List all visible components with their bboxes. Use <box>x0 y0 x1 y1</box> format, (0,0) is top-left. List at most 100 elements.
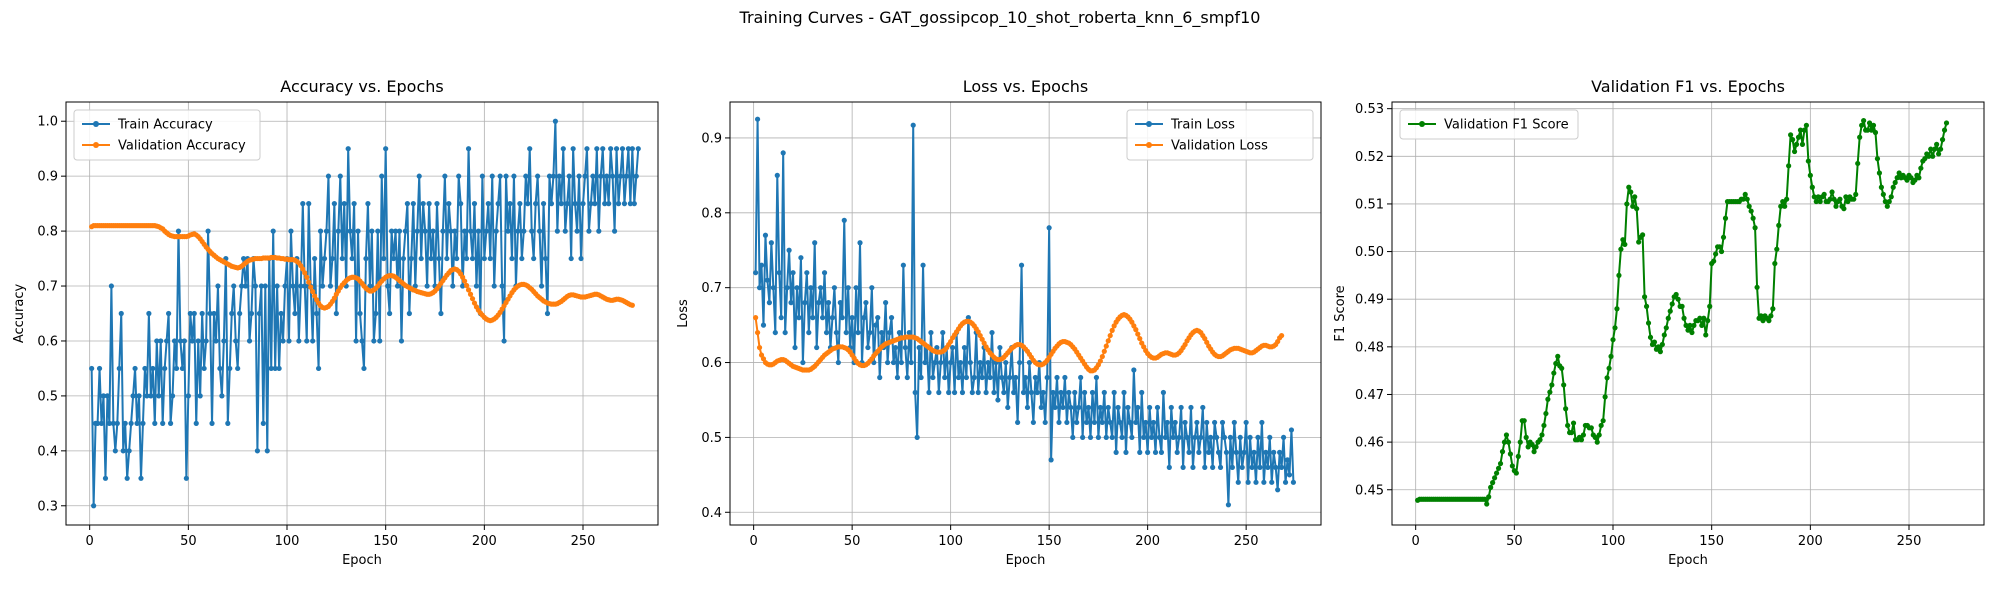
data-point <box>580 201 586 207</box>
data-point <box>1186 449 1192 455</box>
data-point <box>112 448 118 454</box>
data-point <box>1058 389 1064 396</box>
data-point <box>1932 146 1938 152</box>
data-point <box>306 279 312 285</box>
data-point <box>1482 496 1488 502</box>
data-point <box>1882 198 1888 205</box>
data-point <box>1864 127 1871 133</box>
data-point <box>1127 419 1133 426</box>
y-tick-label: 0.8 <box>37 225 58 240</box>
data-point <box>1663 325 1669 331</box>
data-point <box>942 374 948 381</box>
data-point <box>177 338 184 344</box>
chart-title: Loss vs. Epochs <box>963 77 1088 96</box>
data-point <box>877 374 883 381</box>
data-point <box>1602 394 1608 400</box>
data-point <box>1044 374 1050 381</box>
data-point <box>1616 272 1622 278</box>
data-point <box>166 310 172 317</box>
data-point <box>1085 404 1092 411</box>
data-point <box>410 201 416 207</box>
data-point <box>1280 434 1287 441</box>
data-point <box>278 310 284 317</box>
data-point <box>908 359 914 366</box>
data-point <box>1109 327 1115 333</box>
data-point <box>158 338 164 344</box>
data-point <box>300 201 306 207</box>
legend: Validation F1 Score <box>1399 109 1579 140</box>
data-point <box>288 228 294 234</box>
data-point <box>1139 389 1145 396</box>
data-point <box>906 329 912 336</box>
data-point <box>971 374 977 381</box>
data-point <box>519 255 525 262</box>
axes-frame <box>1391 101 1985 526</box>
data-point <box>1170 434 1176 441</box>
data-point <box>1608 353 1614 359</box>
data-point <box>613 146 620 152</box>
data-point <box>1713 251 1719 257</box>
data-point <box>371 338 377 344</box>
data-point <box>233 338 239 344</box>
data-point <box>623 173 630 179</box>
data-point <box>1632 194 1638 200</box>
data-point <box>604 173 610 179</box>
data-point <box>1872 129 1879 136</box>
data-point <box>353 338 359 344</box>
data-point <box>855 329 861 336</box>
data-point <box>1277 449 1283 455</box>
data-point <box>254 448 261 454</box>
data-point <box>1716 244 1723 250</box>
data-point <box>1539 432 1545 438</box>
data-point <box>521 228 527 234</box>
data-point <box>1934 141 1940 147</box>
data-point <box>1837 196 1843 202</box>
data-point <box>808 285 814 291</box>
y-tick-label: 0.6 <box>701 356 722 371</box>
data-point <box>1267 434 1273 441</box>
data-point <box>544 310 551 317</box>
data-point <box>1604 375 1610 381</box>
data-point <box>928 329 934 336</box>
data-point <box>171 338 178 344</box>
data-point <box>1245 479 1251 485</box>
data-point <box>1722 215 1729 221</box>
data-point <box>465 146 472 152</box>
data-point <box>1024 404 1031 411</box>
data-point <box>463 282 470 289</box>
data-point <box>1217 464 1224 470</box>
data-point <box>1943 120 1950 126</box>
data-point <box>843 329 849 336</box>
data-point <box>331 201 337 207</box>
data-point <box>193 420 199 426</box>
data-point <box>537 228 543 234</box>
data-point <box>162 365 168 372</box>
data-point <box>768 240 774 246</box>
data-point <box>869 285 875 291</box>
data-point <box>525 201 531 207</box>
data-point <box>770 285 776 291</box>
data-point <box>621 201 628 207</box>
data-point <box>1117 419 1123 426</box>
data-point <box>1148 434 1155 441</box>
data-point <box>562 228 568 234</box>
data-point <box>1691 322 1697 329</box>
data-point <box>552 118 558 124</box>
data-point <box>1894 175 1900 181</box>
data-point <box>904 374 910 381</box>
data-point <box>448 228 454 234</box>
data-point <box>627 201 633 207</box>
data-point <box>469 296 476 302</box>
data-point <box>776 270 782 276</box>
data-point <box>329 255 335 262</box>
data-point <box>1630 203 1636 209</box>
data-point <box>235 365 241 372</box>
x-tick-label: 100 <box>938 534 963 549</box>
data-point <box>918 374 924 381</box>
data-point <box>199 310 205 317</box>
data-point <box>515 228 521 234</box>
data-point <box>473 283 480 289</box>
data-point <box>475 228 482 234</box>
x-tick-label: 100 <box>1601 534 1626 549</box>
data-point <box>400 255 407 262</box>
